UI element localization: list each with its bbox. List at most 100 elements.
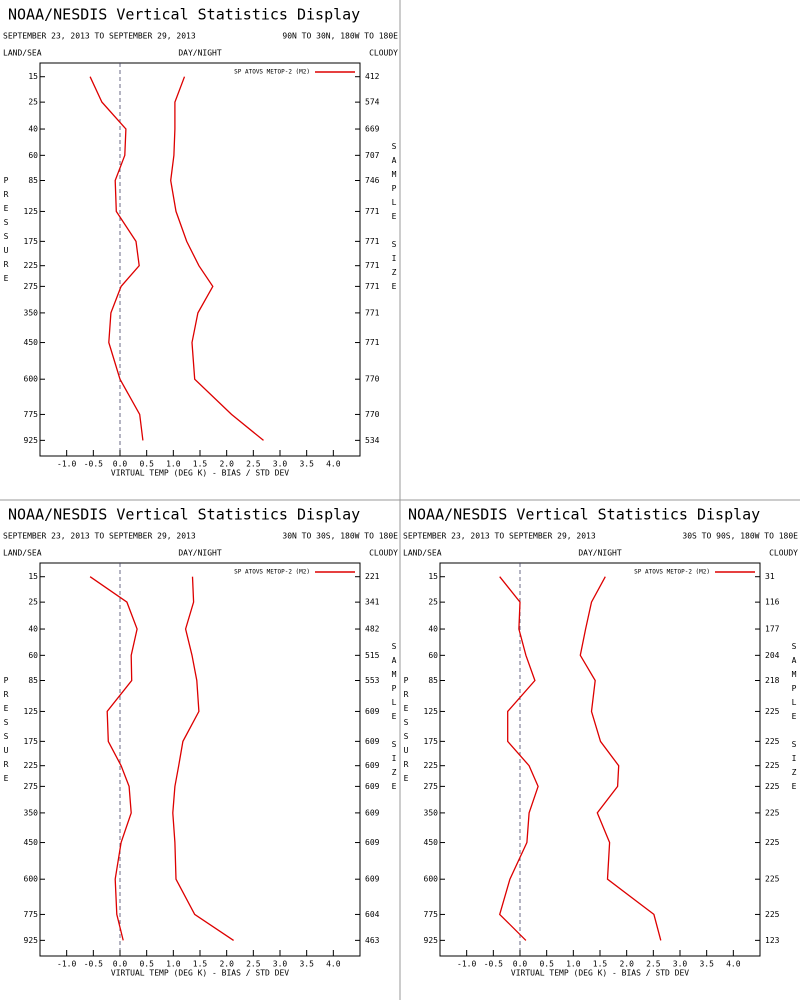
- y-tick-label: 85: [28, 176, 38, 185]
- std-dev-line: [579, 576, 662, 941]
- y-tick-label: 175: [424, 737, 439, 746]
- x-tick-label: -1.0: [457, 960, 476, 969]
- region: 90N TO 30N, 180W TO 180E: [282, 32, 398, 41]
- sample-size-label: 116: [765, 598, 780, 607]
- x-tick-label: 1.5: [593, 960, 608, 969]
- x-tick-label: 2.0: [219, 460, 234, 469]
- y-tick-label: 60: [28, 651, 38, 660]
- std-dev-line: [172, 576, 234, 941]
- chart-panel: NOAA/NESDIS Vertical Statistics Display S…: [2, 6, 399, 478]
- sample-size-label: 609: [365, 707, 380, 716]
- subtitle: SEPTEMBER 23, 2013 TO SEPTEMBER 29, 2013: [3, 532, 196, 541]
- y-tick-label: 350: [24, 808, 39, 817]
- x-tick-label: 3.5: [299, 460, 314, 469]
- sample-size-label: 609: [365, 782, 380, 791]
- sample-size-label: 609: [365, 838, 380, 847]
- x-tick-label: 3.5: [699, 960, 714, 969]
- y-tick-label: 40: [28, 125, 38, 134]
- x-tick-label: 4.0: [326, 460, 341, 469]
- x-tick-label: 4.0: [726, 960, 741, 969]
- y-tick-label: 85: [28, 676, 38, 685]
- sample-size-label: 482: [365, 625, 380, 634]
- x-tick-label: -0.5: [484, 960, 503, 969]
- legend-label: SP ATOVS METOP-2 (M2): [634, 569, 710, 576]
- x-axis-label: VIRTUAL TEMP (DEG K) - BIAS / STD DEV: [111, 969, 289, 978]
- chart-title: NOAA/NESDIS Vertical Statistics Display: [408, 506, 760, 524]
- day-night-label: DAY/NIGHT: [178, 549, 222, 558]
- y-tick-label: 15: [28, 72, 38, 81]
- x-tick-label: 2.5: [246, 460, 261, 469]
- x-tick-label: -1.0: [57, 460, 76, 469]
- sample-size-label: 204: [765, 651, 780, 660]
- cloudy-label: CLOUDY: [769, 549, 798, 558]
- cloudy-label: CLOUDY: [369, 549, 398, 558]
- y-tick-label: 25: [428, 598, 438, 607]
- x-tick-label: 4.0: [326, 960, 341, 969]
- subtitle: SEPTEMBER 23, 2013 TO SEPTEMBER 29, 2013: [403, 532, 596, 541]
- sample-size-label: 225: [765, 910, 780, 919]
- sample-size-label: 609: [365, 737, 380, 746]
- x-tick-label: 0.5: [539, 960, 554, 969]
- day-night-label: DAY/NIGHT: [578, 549, 622, 558]
- land-sea-label: LAND/SEA: [3, 49, 42, 58]
- y-tick-label: 225: [24, 761, 39, 770]
- sample-size-label: 609: [365, 808, 380, 817]
- y-tick-label: 600: [24, 875, 39, 884]
- legend-label: SP ATOVS METOP-2 (M2): [234, 569, 310, 576]
- y-axis-label: PRESSURE: [402, 676, 411, 788]
- y-tick-label: 25: [28, 598, 38, 607]
- y-tick-label: 60: [428, 651, 438, 660]
- y-tick-label: 925: [24, 936, 39, 945]
- y-tick-label: 15: [28, 572, 38, 581]
- x-tick-label: 0.0: [113, 460, 128, 469]
- land-sea-label: LAND/SEA: [3, 549, 42, 558]
- sample-size-label: 746: [365, 176, 380, 185]
- region: 30S TO 90S, 180W TO 180E: [682, 532, 798, 541]
- x-tick-label: -0.5: [84, 960, 103, 969]
- y-tick-label: 60: [28, 151, 38, 160]
- sample-size-label: 553: [365, 676, 380, 685]
- x-axis-label: VIRTUAL TEMP (DEG K) - BIAS / STD DEV: [111, 469, 289, 478]
- sample-size-label: 771: [365, 338, 380, 347]
- y-tick-label: 775: [24, 410, 39, 419]
- y-tick-label: 775: [424, 910, 439, 919]
- x-tick-label: 0.0: [513, 960, 528, 969]
- sample-size-label: 604: [365, 910, 380, 919]
- y-tick-label: 775: [24, 910, 39, 919]
- y-tick-label: 125: [424, 707, 439, 716]
- sample-size-label: 771: [365, 261, 380, 270]
- x-tick-label: -0.5: [84, 460, 103, 469]
- sample-size-label: 574: [365, 98, 380, 107]
- sample-size-label: 771: [365, 207, 380, 216]
- y-axis-label: PRESSURE: [2, 676, 11, 788]
- y-axis-label: PRESSURE: [2, 176, 11, 288]
- x-tick-label: 3.5: [299, 960, 314, 969]
- y-tick-label: 350: [424, 808, 439, 817]
- chart-panel: NOAA/NESDIS Vertical Statistics Display S…: [2, 506, 399, 978]
- sample-size-label: 225: [765, 838, 780, 847]
- bias-line: [89, 576, 138, 941]
- y-tick-label: 125: [24, 207, 39, 216]
- sample-size-label: 225: [765, 808, 780, 817]
- subtitle: SEPTEMBER 23, 2013 TO SEPTEMBER 29, 2013: [3, 32, 196, 41]
- y-tick-label: 40: [28, 625, 38, 634]
- y-tick-label: 450: [424, 838, 439, 847]
- x-tick-label: 0.0: [113, 960, 128, 969]
- x-tick-label: 0.5: [139, 960, 154, 969]
- region: 30N TO 30S, 180W TO 180E: [282, 532, 398, 541]
- y-tick-label: 350: [24, 308, 39, 317]
- y2-axis-label: SAMPLE SIZE: [790, 642, 799, 796]
- x-tick-label: 3.0: [673, 960, 688, 969]
- x-tick-label: 1.5: [193, 460, 208, 469]
- y-tick-label: 175: [24, 237, 39, 246]
- bias-line: [498, 576, 539, 941]
- sample-size-label: 177: [765, 625, 780, 634]
- sample-size-label: 770: [365, 410, 380, 419]
- sample-size-label: 609: [365, 761, 380, 770]
- y-tick-label: 600: [24, 375, 39, 384]
- x-tick-label: 2.5: [246, 960, 261, 969]
- y-tick-label: 225: [424, 761, 439, 770]
- day-night-label: DAY/NIGHT: [178, 49, 222, 58]
- sample-size-label: 225: [765, 707, 780, 716]
